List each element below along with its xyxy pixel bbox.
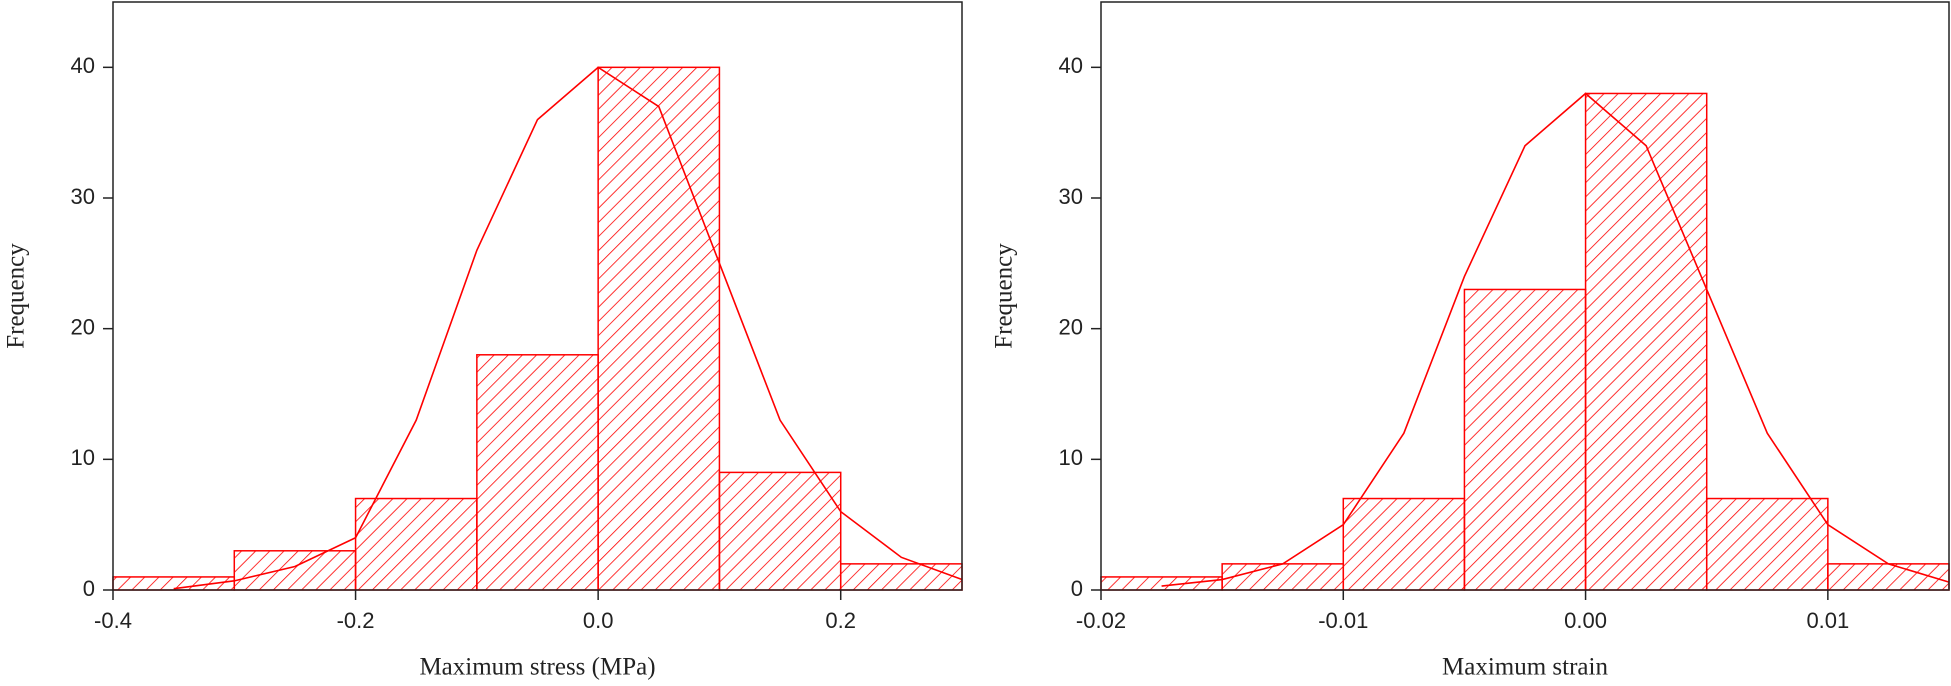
bar <box>597 66 721 591</box>
y-tick-label: 0 <box>83 576 95 601</box>
y-tick-label: 40 <box>1059 53 1083 78</box>
x-tick-label: -0.02 <box>1076 608 1126 633</box>
fit-curve <box>1161 92 1950 587</box>
bar <box>233 550 357 591</box>
x-tick-label: -0.4 <box>94 608 132 633</box>
y-tick-label: 0 <box>1071 576 1083 601</box>
plot-frame <box>1100 1 1950 591</box>
bar <box>1342 497 1466 591</box>
x-tick-label: 0.2 <box>825 608 856 633</box>
x-axis-label: Maximum strain <box>1442 654 1608 681</box>
x-axis-label: Maximum stress (MPa) <box>419 654 655 681</box>
bar <box>476 354 599 591</box>
bar <box>1584 92 1708 591</box>
bar <box>839 563 963 591</box>
bar <box>354 497 478 591</box>
bar <box>1100 576 1223 591</box>
bar <box>1463 288 1587 591</box>
y-axis-label: Frequency <box>3 243 30 349</box>
x-tick-label: 0.00 <box>1564 608 1607 633</box>
y-tick-label: 30 <box>1059 184 1083 209</box>
plot-frame <box>112 1 963 591</box>
y-tick-label: 30 <box>71 184 95 209</box>
bar <box>1221 563 1345 591</box>
y-tick-label: 20 <box>1059 314 1083 339</box>
y-axis-label: Frequency <box>991 243 1018 349</box>
y-tick-label: 10 <box>71 445 95 470</box>
y-tick-label: 40 <box>71 53 95 78</box>
x-tick-label: 0.0 <box>583 608 614 633</box>
x-tick-label: 0.01 <box>1806 608 1849 633</box>
x-tick-label: -0.2 <box>337 608 375 633</box>
y-tick-label: 10 <box>1059 445 1083 470</box>
x-tick-label: -0.01 <box>1318 608 1368 633</box>
bar <box>718 471 842 591</box>
bar <box>1705 497 1829 591</box>
y-tick-label: 20 <box>71 314 95 339</box>
fit-curve <box>173 66 963 590</box>
